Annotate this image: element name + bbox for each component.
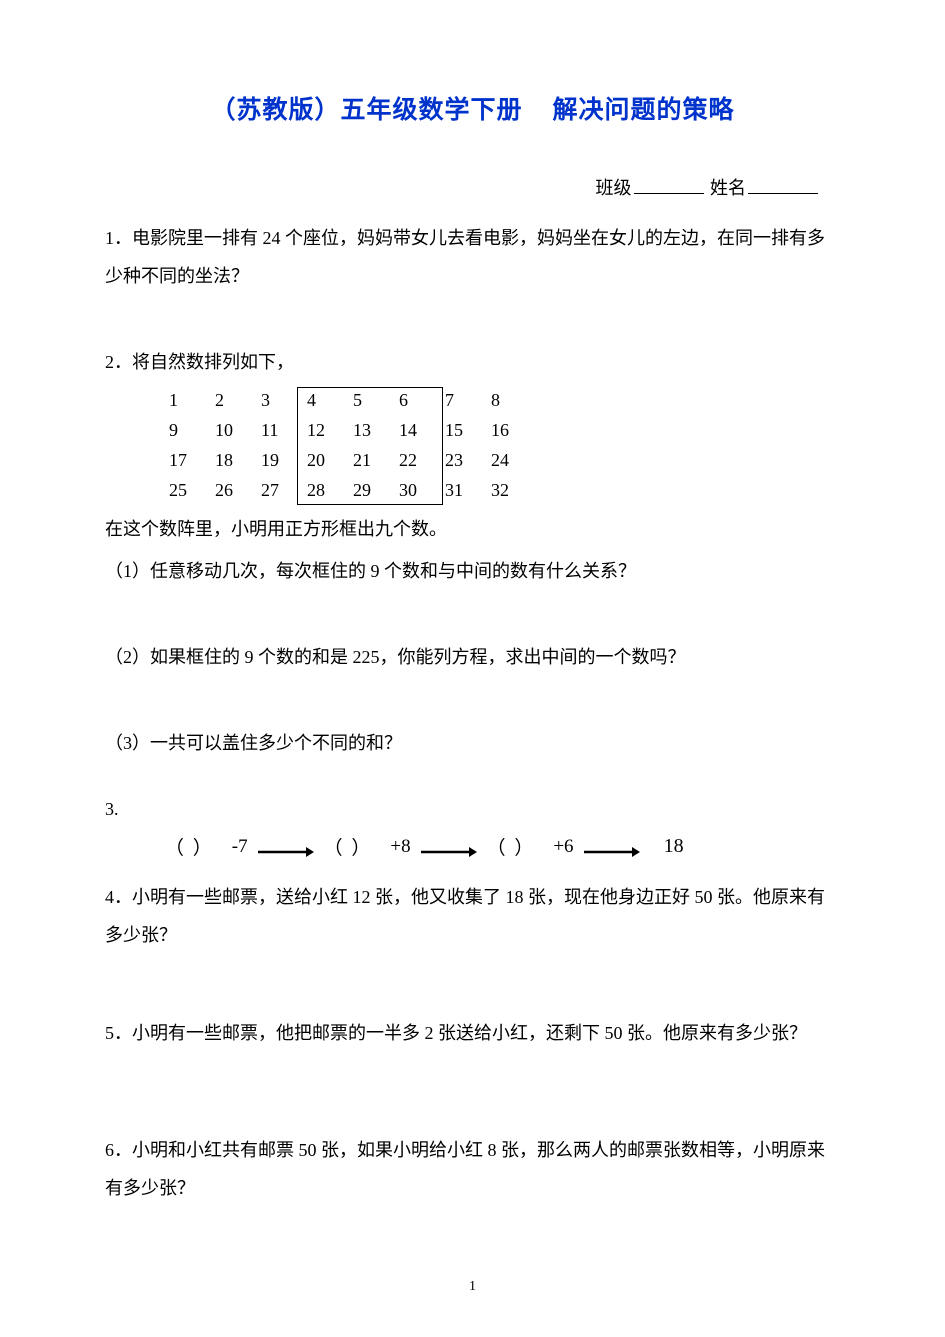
- grid-cell: 4: [303, 385, 349, 415]
- name-blank: [748, 176, 818, 194]
- q2-sub3-block: （3）一共可以盖住多少个不同的和？: [105, 725, 840, 761]
- grid-cell: 20: [303, 445, 349, 475]
- grid-cell: 5: [349, 385, 395, 415]
- q3-op-3: +6: [553, 836, 573, 858]
- grid-cell: 3: [257, 385, 303, 415]
- grid-cell: 17: [165, 445, 211, 475]
- q2-sub1-block: （1）任意移动几次，每次框住的 9 个数和与中间的数有什么关系？: [105, 553, 840, 589]
- grid-row: 1 2 3 4 5 6 7 8: [165, 385, 533, 415]
- grid-cell: 24: [487, 445, 533, 475]
- q3-end: 18: [664, 835, 684, 858]
- grid-cell: 32: [487, 475, 533, 505]
- grid-row: 25 26 27 28 29 30 31 32: [165, 475, 533, 505]
- arrow-icon: [421, 843, 477, 861]
- q2-sub1: （1）任意移动几次，每次框住的 9 个数和与中间的数有什么关系？: [105, 553, 840, 589]
- question-2: 2．将自然数排列如下， 1 2 3 4 5 6 7 8 9 10 11 12 1…: [105, 344, 840, 762]
- name-label: 姓名: [710, 178, 746, 198]
- q2-sub2: （2）如果框住的 9 个数的和是 225，你能列方程，求出中间的一个数吗？: [105, 639, 840, 675]
- q3-num: 3.: [105, 791, 840, 829]
- grid-cell: 27: [257, 475, 303, 505]
- grid-cell: 6: [395, 385, 441, 415]
- class-blank: [634, 176, 704, 194]
- grid-cell: 28: [303, 475, 349, 505]
- page-title: （苏教版）五年级数学下册 解决问题的策略: [105, 90, 840, 126]
- question-4: 4．小明有一些邮票，送给小红 12 张，他又收集了 18 张，现在他身边正好 5…: [105, 879, 840, 955]
- arrow-icon: [258, 843, 314, 861]
- grid-row: 9 10 11 12 13 14 15 16: [165, 415, 533, 445]
- q2-num: 2．: [105, 352, 132, 372]
- number-grid: 1 2 3 4 5 6 7 8 9 10 11 12 13 14 15 16 1…: [165, 385, 533, 505]
- q1-num: 1．: [105, 228, 132, 248]
- grid-cell: 22: [395, 445, 441, 475]
- grid-cell: 2: [211, 385, 257, 415]
- page-number: 1: [0, 1279, 945, 1295]
- grid-cell: 29: [349, 475, 395, 505]
- q2-intro-text: 将自然数排列如下，: [132, 352, 294, 372]
- grid-cell: 12: [303, 415, 349, 445]
- q4-text: 4．小明有一些邮票，送给小红 12 张，他又收集了 18 张，现在他身边正好 5…: [105, 879, 840, 955]
- q3-slot-3: （ ）: [487, 833, 536, 860]
- question-1: 1．电影院里一排有 24 个座位，妈妈带女儿去看电影，妈妈坐在女儿的左边，在同一…: [105, 220, 840, 296]
- grid-cell: 31: [441, 475, 487, 505]
- meta-line: 班级 姓名: [105, 174, 840, 200]
- q1-text: 1．电影院里一排有 24 个座位，妈妈带女儿去看电影，妈妈坐在女儿的左边，在同一…: [105, 220, 840, 296]
- q2-after-grid: 在这个数阵里，小明用正方形框出九个数。: [105, 511, 840, 549]
- title-part1: （苏教版）五年级数学下册: [210, 97, 522, 124]
- question-3: 3. （ ） -7 （ ） +8 （ ） +6 18: [105, 791, 840, 861]
- grid-cell: 13: [349, 415, 395, 445]
- q6-body: 小明和小红共有邮票 50 张，如果小明给小红 8 张，那么两人的邮票张数相等，小…: [105, 1140, 825, 1198]
- grid-cell: 14: [395, 415, 441, 445]
- q3-flow: （ ） -7 （ ） +8 （ ） +6 18: [105, 833, 840, 861]
- q3-slot-1: （ ）: [165, 833, 214, 860]
- q5-text: 5．小明有一些邮票，他把邮票的一半多 2 张送给小红，还剩下 50 张。他原来有…: [105, 1015, 840, 1053]
- q3-op-1: -7: [232, 836, 248, 858]
- grid-cell: 23: [441, 445, 487, 475]
- grid-cell: 9: [165, 415, 211, 445]
- grid-cell: 26: [211, 475, 257, 505]
- title-part2: 解决问题的策略: [553, 97, 735, 124]
- question-5: 5．小明有一些邮票，他把邮票的一半多 2 张送给小红，还剩下 50 张。他原来有…: [105, 1015, 840, 1053]
- grid-cell: 19: [257, 445, 303, 475]
- q6-num: 6．: [105, 1140, 132, 1160]
- grid-cell: 11: [257, 415, 303, 445]
- q6-text: 6．小明和小红共有邮票 50 张，如果小明给小红 8 张，那么两人的邮票张数相等…: [105, 1132, 840, 1208]
- grid-cell: 21: [349, 445, 395, 475]
- q3-op-2: +8: [390, 836, 410, 858]
- q2-grid-wrap: 1 2 3 4 5 6 7 8 9 10 11 12 13 14 15 16 1…: [105, 385, 840, 505]
- q4-body: 小明有一些邮票，送给小红 12 张，他又收集了 18 张，现在他身边正好 50 …: [105, 887, 825, 945]
- grid-cell: 8: [487, 385, 533, 415]
- q1-body: 电影院里一排有 24 个座位，妈妈带女儿去看电影，妈妈坐在女儿的左边，在同一排有…: [105, 228, 825, 286]
- grid-cell: 15: [441, 415, 487, 445]
- grid-cell: 16: [487, 415, 533, 445]
- question-6: 6．小明和小红共有邮票 50 张，如果小明给小红 8 张，那么两人的邮票张数相等…: [105, 1132, 840, 1208]
- q5-num: 5．: [105, 1023, 132, 1043]
- grid-cell: 30: [395, 475, 441, 505]
- grid-row: 17 18 19 20 21 22 23 24: [165, 445, 533, 475]
- class-label: 班级: [596, 178, 632, 198]
- grid-cell: 7: [441, 385, 487, 415]
- q2-sub2-block: （2）如果框住的 9 个数的和是 225，你能列方程，求出中间的一个数吗？: [105, 639, 840, 675]
- grid-cell: 1: [165, 385, 211, 415]
- q4-num: 4．: [105, 887, 132, 907]
- grid-cell: 18: [211, 445, 257, 475]
- q2-sub3: （3）一共可以盖住多少个不同的和？: [105, 725, 840, 761]
- arrow-icon: [584, 843, 640, 861]
- q2-intro: 2．将自然数排列如下，: [105, 344, 840, 382]
- q5-body: 小明有一些邮票，他把邮票的一半多 2 张送给小红，还剩下 50 张。他原来有多少…: [132, 1023, 807, 1043]
- q3-slot-2: （ ）: [324, 833, 373, 860]
- grid-cell: 10: [211, 415, 257, 445]
- grid-cell: 25: [165, 475, 211, 505]
